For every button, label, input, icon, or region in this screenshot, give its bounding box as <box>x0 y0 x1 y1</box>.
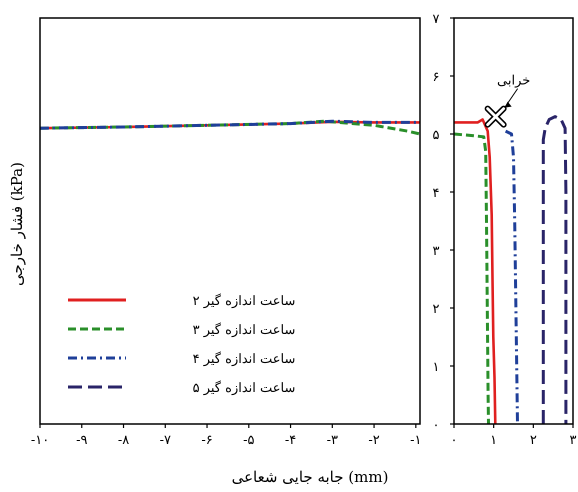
x-tick-label: -۲ <box>368 433 379 448</box>
legend-label: ساعت اندازه گیر ۵ <box>193 380 296 396</box>
x-tick-label: -۵ <box>243 433 254 448</box>
y-tick-label: ۴ <box>433 186 440 201</box>
x-tick-label: -۷ <box>160 433 171 448</box>
x-tick-label: -۳ <box>327 433 338 448</box>
annotation-label: خرابی <box>497 74 530 89</box>
series-line-right <box>541 115 568 424</box>
x-tick-label: ۰ <box>451 433 458 448</box>
x-tick-label: -۱ <box>410 433 421 448</box>
x-axis-title: جابه جایی شعاعی (mm) <box>232 468 389 486</box>
y-tick-label: ۷ <box>433 12 440 27</box>
x-tick-label: -۶ <box>201 433 212 448</box>
legend-label: ساعت اندازه گیر ۳ <box>193 322 296 338</box>
x-tick-label: ۳ <box>570 433 577 448</box>
x-tick-label: -۱۰ <box>31 433 49 448</box>
x-tick-label: -۸ <box>118 433 129 448</box>
y-tick-label: ۱ <box>433 360 440 375</box>
frame-layer <box>39 17 574 425</box>
y-tick-label: ۲ <box>433 302 440 317</box>
failure-marker-icon <box>484 105 507 128</box>
x-tick-label: -۹ <box>76 433 87 448</box>
series-line-left <box>39 119 420 130</box>
x-tick-label: -۴ <box>285 433 296 448</box>
arrowhead-icon <box>504 101 512 108</box>
x-tick-label: ۲ <box>530 433 537 448</box>
right-panel-frame <box>453 17 574 425</box>
legend-label: ساعت اندازه گیر ۴ <box>193 351 296 367</box>
y-axis-title: فشار خارجی (kPa) <box>8 162 26 286</box>
series-line-right <box>504 129 519 425</box>
annotation: خرابی <box>484 74 530 128</box>
series-line-right <box>453 132 490 425</box>
series-line-right <box>454 118 497 425</box>
y-tick-label: ۶ <box>433 70 440 85</box>
series-layer <box>39 115 568 425</box>
left-panel-frame <box>39 17 421 425</box>
y-tick-label: ۳ <box>433 244 440 259</box>
x-tick-label: ۱ <box>490 433 497 448</box>
legend: ساعت اندازه گیر ۲ ساعت اندازه گیر ۳ ساعت ا… <box>68 293 295 396</box>
y-tick-label: ۵ <box>433 128 440 143</box>
y-tick-label: ۰ <box>433 418 440 433</box>
legend-label: ساعت اندازه گیر ۲ <box>193 293 296 309</box>
